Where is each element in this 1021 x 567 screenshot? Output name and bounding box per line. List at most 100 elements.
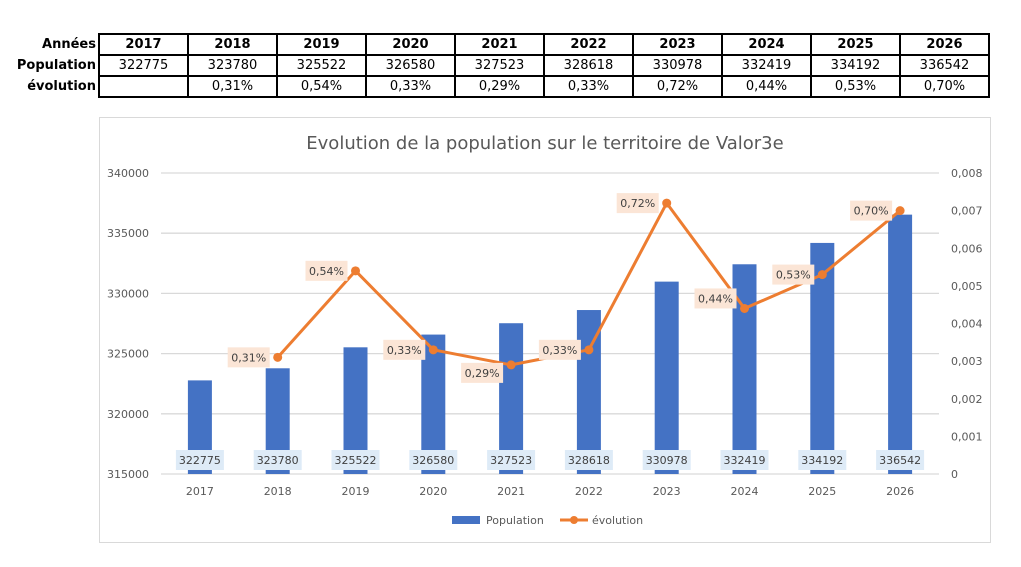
y-left-tick-label: 315000: [107, 468, 149, 481]
bar-label-bg: [798, 450, 847, 470]
x-tick-label: 2023: [653, 485, 681, 498]
x-tick-label: 2019: [342, 485, 370, 498]
y-left-tick-label: 335000: [107, 227, 149, 240]
line-data-label: 0,44%: [698, 292, 733, 305]
line-label-bg: [538, 339, 581, 360]
bar-label-bg: [487, 450, 536, 470]
line-data-label: 0,54%: [309, 265, 344, 278]
population-row: Population 322775 323780 325522 326580 327523…: [0, 54, 990, 77]
line-label-bg: [694, 288, 737, 309]
line-point: [273, 352, 283, 362]
bar-data-label: 327523: [490, 454, 532, 467]
table-cell: 334192: [810, 54, 901, 77]
table-cell: 328618: [543, 54, 634, 77]
x-tick-label: 2021: [497, 485, 525, 498]
table-cell: 327523: [454, 54, 545, 77]
line-point: [428, 345, 438, 355]
bar-data-label: 332419: [724, 454, 766, 467]
bar: [499, 323, 524, 474]
table-cell: 0,31%: [187, 75, 278, 98]
table-cell: 0,72%: [632, 75, 723, 98]
row-header: Années: [0, 34, 100, 55]
table-cell: 2021: [454, 33, 545, 56]
line-point: [817, 270, 827, 280]
table-cell: 0,44%: [721, 75, 812, 98]
bar-data-label: 330978: [646, 454, 688, 467]
year-row: Années 2017 2018 2019 2020 2021 2022 2023 2024 20…: [0, 33, 990, 56]
table-cell: 2017: [98, 33, 189, 56]
bar-label-bg: [876, 450, 925, 470]
table-cell: 332419: [721, 54, 812, 77]
line-data-label: 0,29%: [465, 367, 500, 380]
table-cell: 0,33%: [365, 75, 456, 98]
x-tick-label: 2020: [419, 485, 447, 498]
line-label-bg: [383, 339, 426, 360]
y-left-tick-label: 340000: [107, 167, 149, 180]
bar-data-label: 326580: [412, 454, 454, 467]
y-right-tick-label: 0,006: [951, 242, 983, 255]
y-left-tick-label: 330000: [107, 287, 149, 300]
line-label-bg: [616, 193, 659, 214]
line-point: [351, 266, 360, 276]
row-header: évolution: [0, 76, 100, 97]
table-cell: 2024: [721, 33, 812, 56]
combo-chart: Evolution de la population sur le territ…: [107, 133, 983, 527]
line-data-label: 0,72%: [620, 197, 655, 210]
bar-data-label: 322775: [179, 454, 221, 467]
table-cell: 2019: [276, 33, 367, 56]
table-cell: 323780: [187, 54, 278, 77]
line-point: [895, 206, 905, 216]
line-data-label: 0,33%: [387, 344, 422, 357]
x-tick-label: 2022: [575, 485, 603, 498]
bar-label-bg: [409, 450, 458, 470]
table-cell: 0,53%: [810, 75, 901, 98]
y-right-tick-label: 0,001: [951, 430, 983, 443]
table-cell: 336542: [899, 54, 990, 77]
bar-label-bg: [175, 450, 224, 470]
y-right-tick-label: 0,008: [951, 167, 983, 180]
bar-data-label: 328618: [568, 454, 610, 467]
y-right-tick-label: 0,007: [951, 205, 983, 218]
x-tick-label: 2018: [264, 485, 292, 498]
table-cell: 330978: [632, 54, 723, 77]
table-cell: 0,70%: [899, 75, 990, 98]
table-cell: 326580: [365, 54, 456, 77]
legend-population-label: Population: [486, 514, 544, 527]
table-cell: 2026: [899, 33, 990, 56]
table-cell: 0,33%: [543, 75, 634, 98]
bar-label-bg: [642, 450, 691, 470]
bar-label-bg: [720, 450, 769, 470]
bar-label-bg: [564, 450, 613, 470]
table-cell: 0,54%: [276, 75, 367, 98]
line-label-bg: [227, 347, 270, 368]
line-label-bg: [305, 260, 348, 281]
y-right-tick-label: 0: [951, 468, 958, 481]
legend-population-swatch: [452, 516, 480, 524]
line-point: [506, 360, 516, 370]
row-header: Population: [0, 55, 100, 76]
line-data-label: 0,53%: [776, 269, 811, 282]
bar-label-bg: [331, 450, 380, 470]
data-table: Années 2017 2018 2019 2020 2021 2022 2023 2024 20…: [0, 33, 990, 98]
y-left-tick-label: 320000: [107, 408, 149, 421]
line-label-bg: [850, 200, 893, 221]
x-tick-label: 2024: [731, 485, 759, 498]
table-cell: 322775: [98, 54, 189, 77]
table-cell: 0,29%: [454, 75, 545, 98]
y-right-tick-label: 0,004: [951, 318, 983, 331]
table-cell: 2023: [632, 33, 723, 56]
y-left-tick-label: 325000: [107, 348, 149, 361]
line-point: [584, 345, 594, 355]
table-cell: 2020: [365, 33, 456, 56]
table-cell: 2025: [810, 33, 901, 56]
bar-data-label: 325522: [335, 454, 377, 467]
line-point: [740, 303, 749, 313]
y-right-tick-label: 0,003: [951, 355, 983, 368]
evolution-row: évolution 0,31% 0,54% 0,33% 0,29% 0,33% 0,72% 0…: [0, 75, 990, 98]
bar: [888, 214, 913, 474]
bar-label-bg: [253, 450, 302, 470]
line-label-bg: [772, 264, 815, 285]
bar-data-label: 323780: [257, 454, 299, 467]
x-tick-label: 2017: [186, 485, 214, 498]
x-tick-label: 2025: [808, 485, 836, 498]
